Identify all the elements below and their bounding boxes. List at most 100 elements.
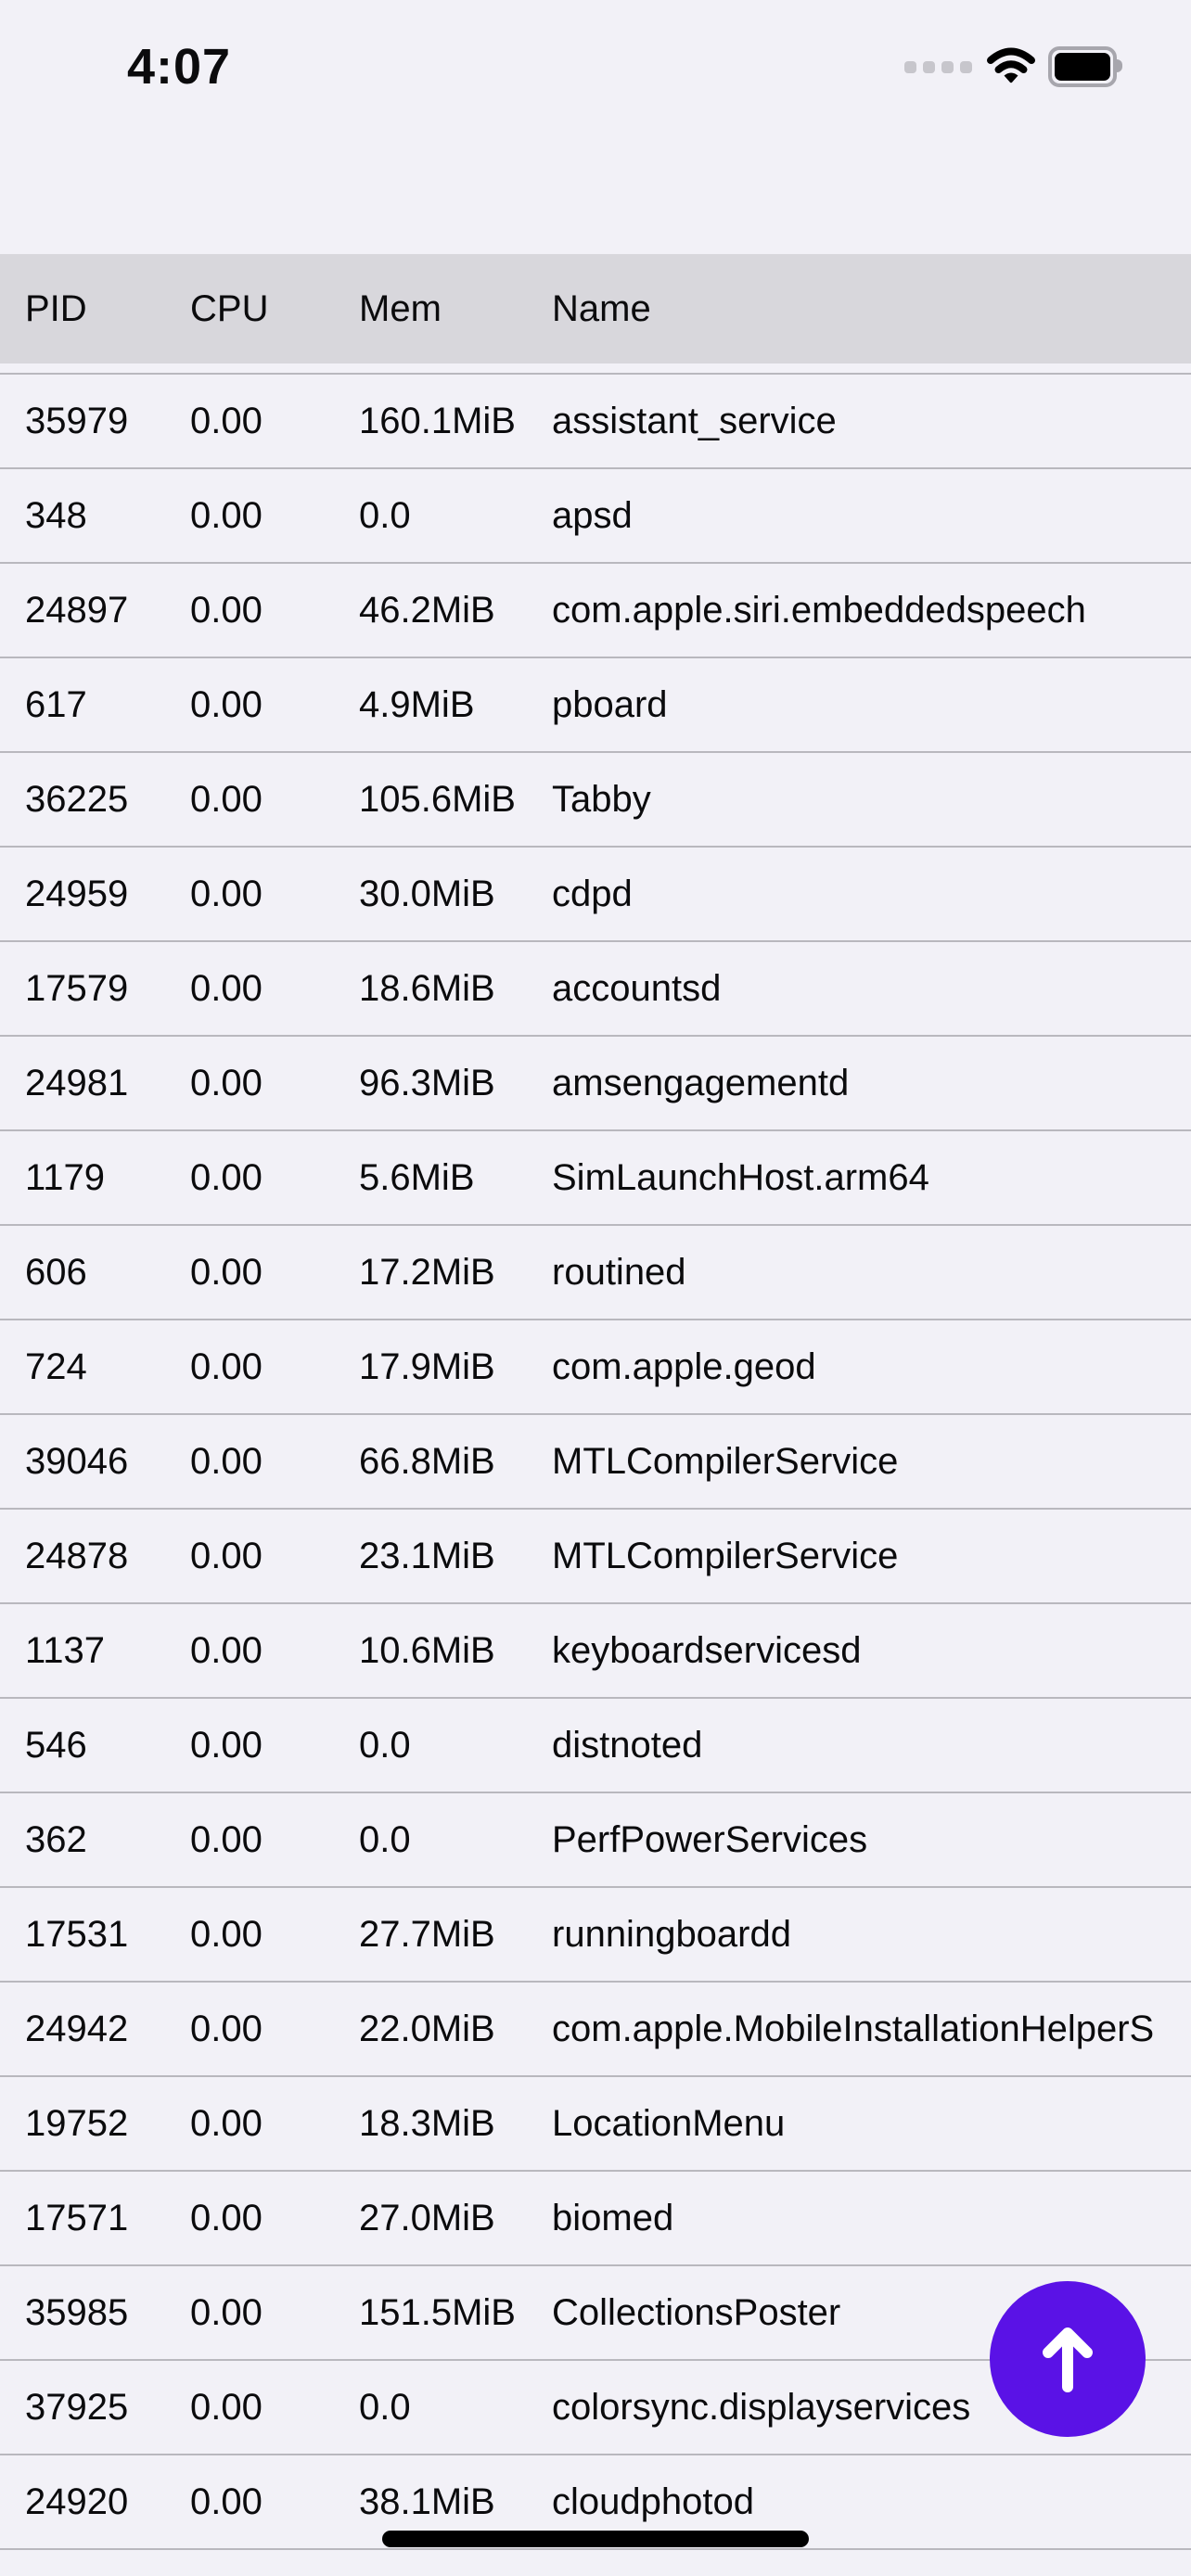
cell-pid: 17571 [25, 2197, 129, 2238]
status-time: 4:07 [127, 39, 232, 95]
column-header-mem[interactable]: Mem [359, 287, 442, 329]
cell-mem: 30.0MiB [359, 873, 495, 914]
cell-pid: 1137 [25, 1629, 106, 1671]
cell-name: LocationMenu [552, 2102, 786, 2144]
cell-cpu: 0.00 [190, 2386, 263, 2428]
cell-pid: 24920 [25, 2480, 129, 2522]
cell-cpu: 0.00 [190, 589, 263, 631]
table-row[interactable]: 1179 0.00 5.6MiB SimLaunchHost.arm64 [0, 1129, 1191, 1224]
column-header-cpu[interactable]: CPU [190, 287, 269, 329]
cell-pid: 39046 [25, 1440, 129, 1482]
cell-mem: 160.1MiB [359, 400, 516, 441]
cellular-signal-icon [904, 60, 972, 73]
cell-mem: 0.0 [359, 1724, 411, 1766]
cell-name: Tabby [552, 778, 651, 820]
table-row[interactable]: 1137 0.00 10.6MiB keyboardservicesd [0, 1602, 1191, 1697]
cell-cpu: 0.00 [190, 2008, 263, 2049]
cell-cpu: 0.00 [190, 1629, 263, 1671]
cell-mem: 22.0MiB [359, 2008, 495, 2049]
cell-name: distnoted [552, 1724, 703, 1766]
cell-mem: 0.0 [359, 1818, 411, 1860]
cell-name: PerfPowerServices [552, 1818, 868, 1860]
cell-cpu: 0.00 [190, 683, 263, 725]
table-row[interactable]: 35985 0.00 151.5MiB CollectionsPoster [0, 2264, 1191, 2359]
cell-cpu: 0.00 [190, 400, 263, 441]
cell-mem: 10.6MiB [359, 1629, 495, 1671]
cell-pid: 1179 [25, 1156, 106, 1198]
cell-pid: 606 [25, 1251, 87, 1293]
table-row[interactable]: 24897 0.00 46.2MiB com.apple.siri.embedd… [0, 562, 1191, 657]
table-row[interactable]: 546 0.00 0.0 distnoted [0, 1697, 1191, 1792]
table-row[interactable]: 36225 0.00 105.6MiB Tabby [0, 751, 1191, 846]
cell-pid: 37925 [25, 2386, 129, 2428]
cell-name: SimLaunchHost.arm64 [552, 1156, 929, 1198]
column-header-pid[interactable]: PID [25, 287, 87, 329]
cell-name: com.apple.geod [552, 1345, 816, 1387]
table-row[interactable]: 39046 0.00 66.8MiB MTLCompilerService [0, 1413, 1191, 1508]
cell-name: CollectionsPoster [552, 2291, 841, 2333]
column-header-name[interactable]: Name [552, 287, 651, 329]
cell-pid: 36225 [25, 778, 129, 820]
cell-name: accountsd [552, 967, 722, 1009]
table-row[interactable]: 724 0.00 17.9MiB com.apple.geod [0, 1319, 1191, 1413]
process-table-body: 35979 0.00 160.1MiB assistant_service 34… [0, 363, 1191, 2550]
table-row[interactable]: 17531 0.00 27.7MiB runningboardd [0, 1886, 1191, 1981]
table-row[interactable]: 24981 0.00 96.3MiB amsengagementd [0, 1035, 1191, 1129]
cell-mem: 17.2MiB [359, 1251, 495, 1293]
cell-mem: 151.5MiB [359, 2291, 516, 2333]
cell-cpu: 0.00 [190, 1156, 263, 1198]
cell-pid: 617 [25, 683, 87, 725]
cell-pid: 24878 [25, 1535, 129, 1576]
cell-cpu: 0.00 [190, 1724, 263, 1766]
table-row[interactable]: 24959 0.00 30.0MiB cdpd [0, 846, 1191, 940]
cell-cpu: 0.00 [190, 778, 263, 820]
table-row[interactable]: 617 0.00 4.9MiB pboard [0, 657, 1191, 751]
cell-cpu: 0.00 [190, 1913, 263, 1955]
cell-cpu: 0.00 [190, 1062, 263, 1103]
cell-cpu: 0.00 [190, 494, 263, 536]
cell-pid: 24942 [25, 2008, 129, 2049]
cell-pid: 724 [25, 1345, 87, 1387]
cell-mem: 23.1MiB [359, 1535, 495, 1576]
table-row[interactable]: 348 0.00 0.0 apsd [0, 467, 1191, 562]
table-row[interactable]: 19752 0.00 18.3MiB LocationMenu [0, 2075, 1191, 2170]
cell-cpu: 0.00 [190, 1345, 263, 1387]
table-row[interactable]: 24942 0.00 22.0MiB com.apple.MobileInsta… [0, 1981, 1191, 2075]
cell-pid: 348 [25, 494, 87, 536]
cell-mem: 4.9MiB [359, 683, 475, 725]
cell-pid: 362 [25, 1818, 87, 1860]
cell-name: com.apple.siri.embeddedspeech [552, 589, 1086, 631]
cell-name: MTLCompilerService [552, 1440, 899, 1482]
cell-cpu: 0.00 [190, 1535, 263, 1576]
scroll-to-top-button[interactable] [990, 2281, 1146, 2437]
cell-cpu: 0.00 [190, 1818, 263, 1860]
cell-mem: 66.8MiB [359, 1440, 495, 1482]
cell-cpu: 0.00 [190, 1251, 263, 1293]
cell-name: routined [552, 1251, 686, 1293]
cell-mem: 27.0MiB [359, 2197, 495, 2238]
home-indicator[interactable] [382, 2531, 809, 2547]
cell-pid: 35979 [25, 400, 129, 441]
status-icons [904, 46, 1122, 87]
cell-cpu: 0.00 [190, 2197, 263, 2238]
cell-pid: 17579 [25, 967, 129, 1009]
nav-bar [0, 130, 1191, 358]
table-row[interactable]: 35979 0.00 160.1MiB assistant_service [0, 373, 1191, 467]
cell-name: biomed [552, 2197, 674, 2238]
cell-cpu: 0.00 [190, 2480, 263, 2522]
table-row[interactable]: 17579 0.00 18.6MiB accountsd [0, 940, 1191, 1035]
cell-mem: 0.0 [359, 2386, 411, 2428]
cell-name: MTLCompilerService [552, 1535, 899, 1576]
cell-mem: 46.2MiB [359, 589, 495, 631]
table-row[interactable]: 24878 0.00 23.1MiB MTLCompilerService [0, 1508, 1191, 1602]
cell-cpu: 0.00 [190, 2291, 263, 2333]
cell-name: com.apple.MobileInstallationHelperS [552, 2008, 1155, 2049]
cell-mem: 38.1MiB [359, 2480, 495, 2522]
table-header: PID CPU Mem Name [0, 254, 1191, 363]
table-row[interactable]: 362 0.00 0.0 PerfPowerServices [0, 1792, 1191, 1886]
cell-pid: 24897 [25, 589, 129, 631]
cell-name: colorsync.displayservices [552, 2386, 971, 2428]
table-row[interactable]: 17571 0.00 27.0MiB biomed [0, 2170, 1191, 2264]
table-row[interactable]: 606 0.00 17.2MiB routined [0, 1224, 1191, 1319]
cell-name: keyboardservicesd [552, 1629, 862, 1671]
